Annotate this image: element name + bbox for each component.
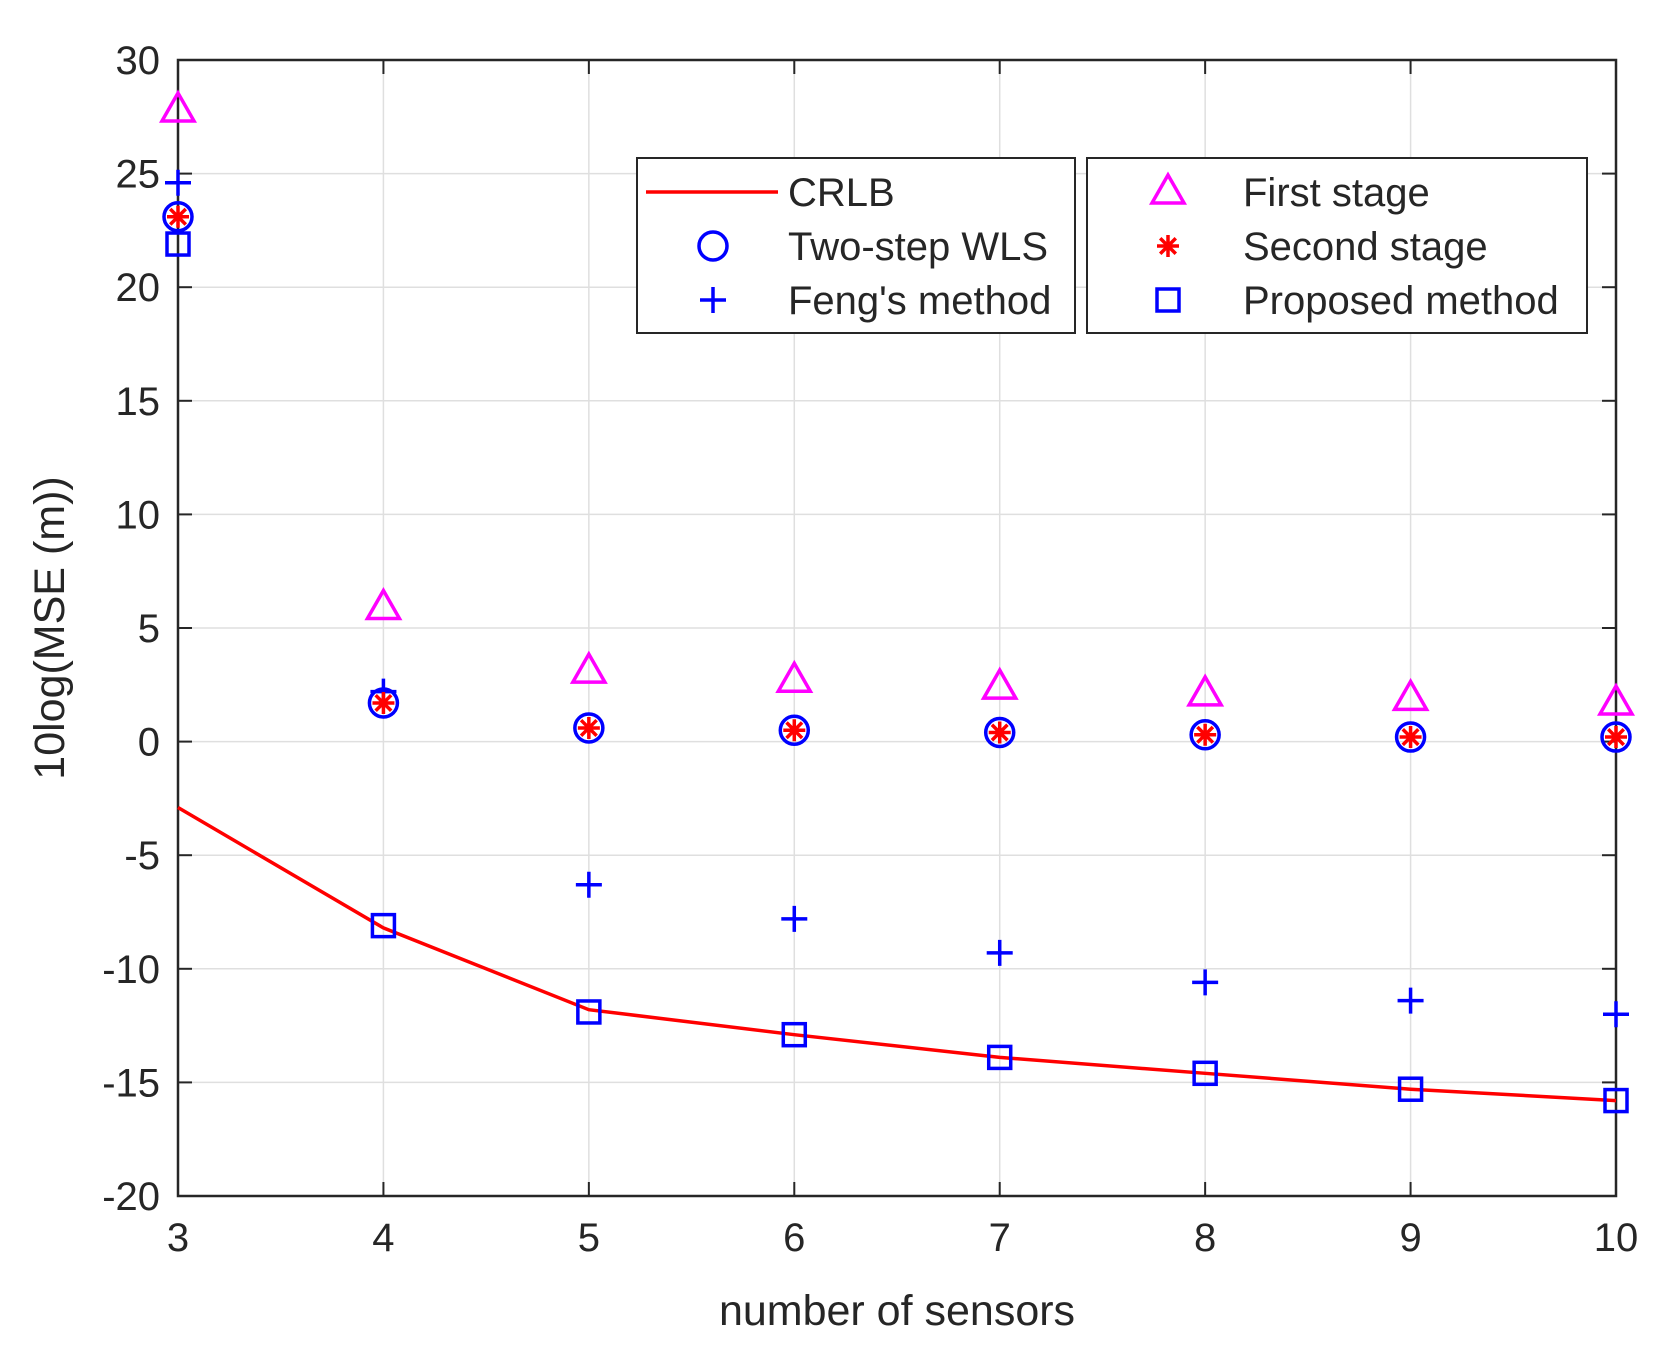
y-tick-label: 30 — [116, 39, 161, 83]
y-tick-label: 20 — [116, 266, 161, 310]
legend-marker — [700, 287, 726, 313]
y-tick-label: -20 — [102, 1175, 160, 1219]
y-tick-label: -10 — [102, 948, 160, 992]
feng-s-method-point — [986, 939, 1013, 966]
legend-marker — [697, 230, 729, 262]
series-first-stage — [158, 89, 1636, 716]
legend-marker — [1157, 235, 1179, 257]
first-stage-point — [775, 659, 814, 694]
proposed-method-point — [576, 999, 602, 1025]
legend-label: Proposed method — [1243, 279, 1559, 323]
feng-s-method-point — [1397, 987, 1424, 1014]
series-second-stage — [167, 205, 1627, 749]
second-stage-point — [783, 719, 806, 742]
legend-box-1: CRLB Two-step WLS Feng's method — [636, 157, 1076, 334]
second-stage-point — [167, 205, 189, 228]
two-step-wls-point — [1394, 721, 1427, 753]
second-stage-point — [1399, 726, 1422, 749]
legend-label: First stage — [1243, 171, 1430, 215]
two-step-wls-point — [1189, 719, 1221, 751]
legend-label: Feng's method — [788, 279, 1051, 323]
series-two-step-wls — [162, 201, 1632, 753]
two-step-wls-point — [162, 201, 194, 233]
y-tick-label: -15 — [102, 1061, 160, 1105]
plot-area — [158, 89, 1636, 1114]
proposed-method-point — [781, 1021, 808, 1048]
two-step-wls-point — [367, 687, 400, 719]
legend-item: Second stage — [1157, 225, 1488, 269]
first-stage-point — [1391, 677, 1430, 712]
proposed-method-point — [986, 1044, 1013, 1071]
series-crlb — [177, 805, 1617, 1103]
legend-frame — [636, 157, 1076, 334]
second-stage-point — [1605, 726, 1627, 749]
legend-item: First stage — [1148, 171, 1430, 215]
y-tick-label: 10 — [116, 493, 161, 537]
first-stage-point — [1186, 673, 1225, 707]
proposed-method-point — [1397, 1076, 1424, 1102]
two-step-wls-point — [1600, 721, 1632, 753]
second-stage-point — [988, 721, 1011, 744]
x-tick-label: 9 — [1399, 1216, 1421, 1260]
feng-s-method-point — [781, 905, 808, 932]
x-tick-label: 7 — [989, 1216, 1011, 1260]
x-tick-label: 8 — [1194, 1216, 1216, 1260]
feng-s-method-point — [1192, 969, 1219, 996]
proposed-method-point — [370, 912, 397, 939]
proposed-method-point — [1192, 1060, 1218, 1087]
y-axis-label: 10log(MSE (m)) — [26, 476, 74, 779]
two-step-wls-point — [573, 712, 605, 744]
first-stage-point — [569, 650, 608, 684]
legend-label: Second stage — [1243, 225, 1488, 269]
legend-item: CRLB — [646, 171, 895, 215]
proposed-method-point — [1603, 1087, 1629, 1114]
y-tick-label: 5 — [138, 607, 160, 651]
legend-marker — [1155, 287, 1181, 313]
feng-s-method-point — [575, 871, 602, 898]
second-stage-point — [1194, 723, 1217, 746]
feng-s-method-point — [165, 169, 191, 196]
first-stage-point — [1596, 682, 1636, 716]
legend-item: Two-step WLS — [697, 225, 1048, 269]
x-tick-label: 3 — [167, 1216, 189, 1260]
crlb-line — [177, 805, 1617, 1103]
y-tick-label: -5 — [124, 834, 160, 878]
series-proposed-method — [165, 231, 1629, 1114]
y-tick-label: 25 — [116, 153, 161, 197]
y-tick-label: 15 — [116, 380, 161, 424]
legend-box-2: First stage Second stage Proposed method — [1086, 157, 1588, 334]
legend-label: CRLB — [788, 171, 895, 215]
legend-item: Feng's method — [700, 279, 1051, 323]
legend-item: Proposed method — [1155, 279, 1559, 323]
two-step-wls-point — [778, 714, 811, 746]
legend-marker — [1148, 171, 1188, 205]
axes: 3 4 5 6 7 8 9 10 -20 -15 -10 -5 0 5 10 15 20 25 30 — [102, 39, 1638, 1260]
legend: CRLB Two-step WLS Feng's method First stage… — [636, 157, 1588, 334]
first-stage-point — [980, 666, 1019, 700]
x-tick-label: 4 — [372, 1216, 394, 1260]
x-tick-label: 10 — [1594, 1216, 1639, 1260]
second-stage-point — [577, 716, 600, 739]
first-stage-point — [158, 89, 198, 123]
x-tick-label: 5 — [578, 1216, 600, 1260]
first-stage-point — [364, 587, 403, 621]
legend-label: Two-step WLS — [788, 225, 1048, 269]
two-step-wls-point — [983, 716, 1016, 749]
x-tick-label: 6 — [783, 1216, 805, 1260]
second-stage-point — [372, 691, 395, 714]
proposed-method-point — [165, 231, 191, 257]
x-axis-label: number of sensors — [719, 1287, 1075, 1335]
feng-s-method-point — [1603, 1001, 1629, 1028]
y-tick-label: 0 — [138, 721, 160, 765]
